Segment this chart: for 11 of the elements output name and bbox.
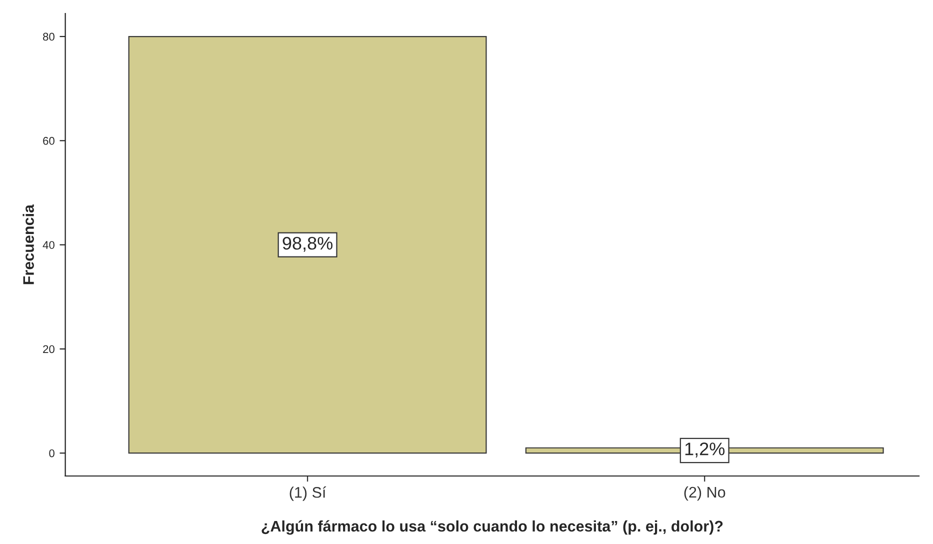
y-tick-label: 20 bbox=[43, 345, 54, 354]
annotation: 1,2% bbox=[685, 442, 725, 458]
y-tick-label: 0 bbox=[49, 449, 54, 458]
y-axis-title: Frecuencia bbox=[22, 204, 34, 284]
x-tick-label: (1) Sí bbox=[290, 486, 326, 501]
annotation: 98,8% bbox=[282, 236, 332, 252]
x-axis-title: ¿Algún fármaco lo usa “solo cuando lo necesita” (p. ej., dolor)? bbox=[262, 520, 723, 535]
y-tick-label: 60 bbox=[43, 136, 54, 145]
x-tick-label: (2) No bbox=[684, 486, 726, 501]
y-tick-label: 80 bbox=[43, 32, 54, 41]
y-tick-label: 40 bbox=[42, 241, 54, 249]
